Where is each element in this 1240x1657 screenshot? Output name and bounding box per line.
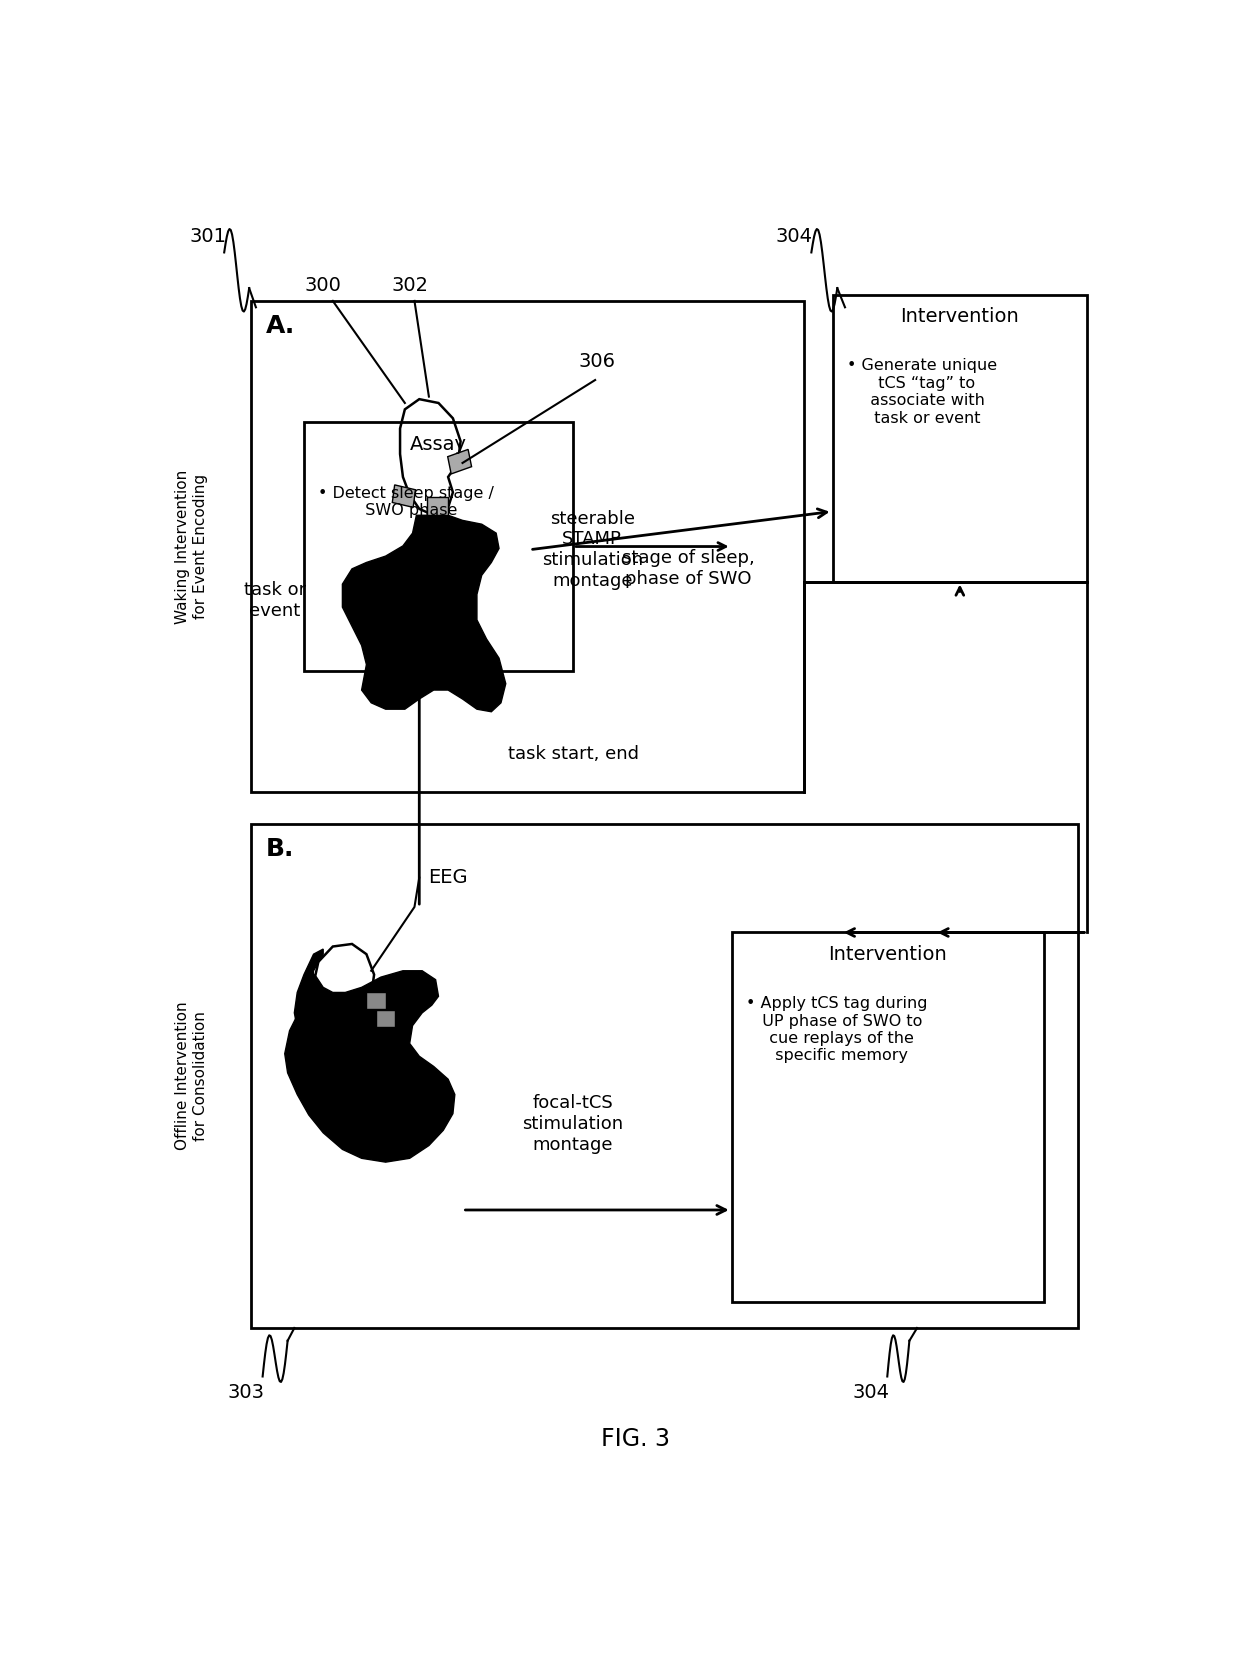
Text: 302: 302 (391, 275, 428, 295)
Text: Assay: Assay (410, 434, 467, 454)
Text: A.: A. (265, 313, 295, 338)
Text: steerable
STAMP
stimulation
montage: steerable STAMP stimulation montage (542, 509, 642, 590)
Text: Offline Intervention
for Consolidation: Offline Intervention for Consolidation (175, 1002, 208, 1150)
Text: 300: 300 (305, 275, 341, 295)
Text: 304: 304 (775, 227, 812, 245)
Text: B.: B. (265, 837, 294, 860)
Text: • Apply tCS tag during
  UP phase of SWO to
  cue replays of the
  specific memo: • Apply tCS tag during UP phase of SWO t… (746, 996, 928, 1064)
Text: 304: 304 (852, 1384, 889, 1402)
Text: task or
event: task or event (244, 582, 306, 620)
Text: Intervention: Intervention (828, 944, 947, 964)
Bar (250, 302, 804, 792)
Polygon shape (342, 515, 506, 713)
Text: EEG: EEG (428, 868, 467, 886)
Text: Intervention: Intervention (900, 307, 1019, 326)
Text: stage of sleep,
phase of SWO: stage of sleep, phase of SWO (622, 550, 755, 588)
Bar (250, 824, 1078, 1327)
Bar (304, 423, 573, 671)
Text: 306: 306 (579, 351, 615, 371)
Text: Waking Intervention
for Event Encoding: Waking Intervention for Event Encoding (175, 469, 208, 623)
Bar (376, 1011, 396, 1027)
Bar (832, 295, 1087, 582)
Bar (367, 993, 386, 1009)
Polygon shape (314, 944, 374, 1012)
Bar (448, 449, 471, 474)
Bar (392, 486, 415, 507)
Text: 301: 301 (190, 227, 227, 245)
Text: task start, end: task start, end (507, 746, 639, 762)
Bar (427, 497, 448, 515)
Text: • Generate unique
  tCS “tag” to
  associate with
  task or event: • Generate unique tCS “tag” to associate… (847, 358, 997, 426)
Text: focal-tCS
stimulation
montage: focal-tCS stimulation montage (522, 1094, 624, 1153)
Bar (732, 933, 1044, 1302)
Polygon shape (285, 971, 455, 1162)
Text: 303: 303 (228, 1384, 265, 1402)
Text: FIG. 3: FIG. 3 (601, 1427, 670, 1452)
Text: • Detect sleep stage /
  SWO phase: • Detect sleep stage / SWO phase (319, 486, 495, 519)
Polygon shape (294, 949, 324, 1034)
